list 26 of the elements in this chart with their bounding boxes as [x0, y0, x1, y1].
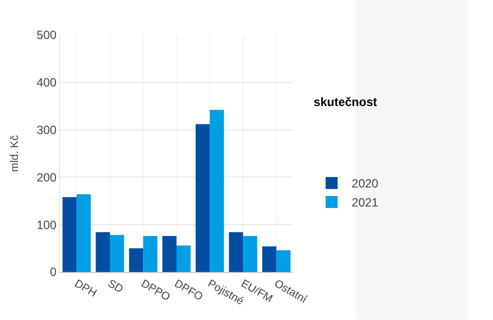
- bar: [143, 236, 158, 272]
- bar: [262, 246, 276, 272]
- bar: [96, 232, 110, 272]
- bar: [110, 235, 124, 272]
- bar: [276, 250, 290, 272]
- y-axis-title: mld. Kč: [9, 134, 22, 172]
- legend-label: 2021: [352, 196, 379, 210]
- bar: [228, 232, 244, 272]
- bar: [196, 124, 210, 272]
- bar: [176, 245, 191, 272]
- y-tick-label: 100: [36, 218, 57, 232]
- bar: [162, 236, 176, 272]
- bar: [243, 236, 258, 272]
- x-tick-label: SD: [106, 278, 125, 296]
- legend-title: skutečnost: [314, 95, 377, 110]
- legend-label: 2020: [352, 176, 379, 191]
- x-tick-label: DPH: [72, 278, 99, 300]
- y-tick-label: 200: [36, 170, 57, 184]
- bar: [62, 197, 77, 272]
- bar: [76, 194, 91, 272]
- y-tick-label: 400: [36, 76, 57, 90]
- y-tick-label: 500: [36, 28, 57, 42]
- y-tick-label: 300: [36, 123, 57, 137]
- bar: [210, 110, 224, 272]
- y-tick-label: 0: [50, 265, 57, 280]
- bar: [129, 248, 144, 272]
